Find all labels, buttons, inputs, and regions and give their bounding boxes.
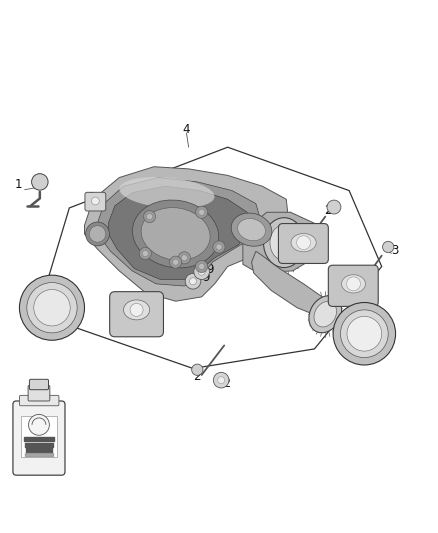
Text: 9: 9 [207, 263, 214, 277]
Circle shape [194, 264, 209, 279]
Circle shape [139, 247, 151, 260]
Circle shape [32, 174, 48, 190]
Polygon shape [108, 186, 249, 279]
Circle shape [196, 261, 208, 272]
Ellipse shape [270, 225, 298, 261]
Circle shape [19, 275, 85, 340]
Circle shape [196, 206, 208, 219]
Ellipse shape [120, 177, 215, 208]
Circle shape [170, 256, 182, 268]
FancyBboxPatch shape [279, 223, 328, 263]
Polygon shape [243, 212, 323, 273]
FancyBboxPatch shape [110, 292, 163, 337]
Ellipse shape [141, 208, 210, 260]
Circle shape [173, 259, 179, 265]
Text: 7: 7 [359, 274, 367, 287]
Circle shape [142, 251, 148, 256]
Text: 2: 2 [194, 370, 201, 383]
Bar [21, 416, 57, 457]
Circle shape [198, 268, 205, 275]
Circle shape [340, 310, 388, 358]
Circle shape [346, 277, 360, 291]
Circle shape [333, 303, 396, 365]
Text: 9: 9 [202, 271, 210, 284]
Circle shape [382, 241, 394, 253]
Ellipse shape [89, 225, 106, 242]
Ellipse shape [342, 274, 365, 293]
Text: 1: 1 [15, 179, 22, 191]
Circle shape [34, 289, 70, 326]
Ellipse shape [124, 300, 150, 320]
Text: 4: 4 [183, 123, 190, 136]
Circle shape [181, 255, 187, 261]
FancyBboxPatch shape [85, 192, 106, 211]
Text: 10: 10 [133, 297, 148, 310]
Circle shape [216, 244, 222, 250]
Circle shape [147, 214, 152, 220]
Text: 5: 5 [87, 191, 95, 204]
FancyBboxPatch shape [19, 395, 59, 406]
Polygon shape [85, 167, 288, 301]
Circle shape [144, 211, 155, 223]
Ellipse shape [291, 233, 316, 252]
Text: 8: 8 [350, 322, 357, 335]
Circle shape [28, 415, 49, 435]
Circle shape [198, 263, 205, 270]
Ellipse shape [309, 296, 342, 333]
Circle shape [213, 241, 225, 253]
Circle shape [178, 252, 191, 264]
Circle shape [92, 197, 99, 205]
FancyBboxPatch shape [13, 401, 65, 475]
Ellipse shape [85, 222, 110, 246]
Text: 2: 2 [324, 204, 331, 216]
Ellipse shape [133, 200, 219, 268]
Text: 6: 6 [318, 233, 326, 246]
Ellipse shape [264, 217, 305, 268]
Text: 3: 3 [391, 244, 399, 257]
Circle shape [192, 364, 203, 375]
Circle shape [130, 303, 143, 317]
Circle shape [218, 377, 225, 384]
Polygon shape [98, 177, 260, 286]
Circle shape [190, 278, 196, 285]
Text: 12: 12 [217, 377, 232, 390]
Circle shape [297, 236, 311, 249]
FancyBboxPatch shape [328, 265, 378, 306]
FancyBboxPatch shape [29, 379, 49, 390]
Circle shape [185, 273, 201, 289]
Ellipse shape [238, 219, 265, 241]
Circle shape [198, 209, 205, 215]
Text: 11: 11 [27, 297, 42, 310]
Text: 13: 13 [33, 397, 48, 410]
Ellipse shape [314, 302, 336, 327]
Circle shape [213, 373, 229, 388]
Polygon shape [251, 252, 332, 323]
Ellipse shape [231, 213, 272, 246]
Circle shape [327, 200, 341, 214]
Circle shape [347, 317, 381, 351]
Circle shape [27, 282, 77, 333]
FancyBboxPatch shape [28, 385, 50, 401]
